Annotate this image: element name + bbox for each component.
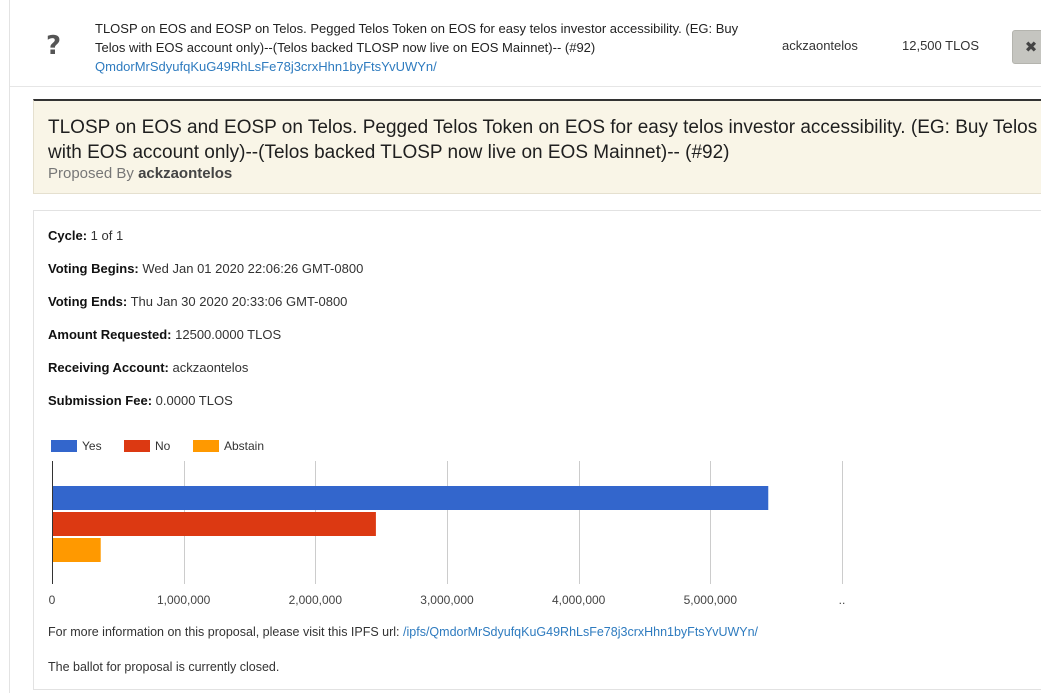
legend-no-label: No (155, 439, 171, 453)
receiving-account-field: Receiving Account: ackzaontelos (48, 360, 248, 375)
x-tick-label: 3,000,000 (420, 593, 474, 607)
voting-ends-field: Voting Ends: Thu Jan 30 2020 20:33:06 GM… (48, 294, 347, 309)
x-tick-label: .. (839, 593, 846, 607)
vote-chart: 0 1,000,000 2,000,000 3,000,000 4,000,000 5,0… (49, 461, 846, 607)
legend-no: No (124, 439, 170, 453)
cycle-label: Cycle: (48, 228, 88, 243)
proposer-name: ackzaontelos (138, 165, 233, 182)
cycle-value: 1 of 1 (90, 228, 124, 243)
proposal-list-row[interactable]: ? TLOSP on EOS and EOSP on Telos. Pegged… (10, 0, 1041, 87)
voting-begins-label: Voting Begins: (48, 261, 139, 276)
bar-yes (52, 486, 769, 510)
proposal-row-title: TLOSP on EOS and EOSP on Telos. Pegged T… (95, 19, 755, 76)
question-icon: ? (46, 31, 62, 61)
legend-yes-swatch (51, 440, 77, 452)
legend-yes-label: Yes (82, 439, 102, 453)
proposed-by-label: Proposed By (48, 165, 134, 182)
proposal-row-account: ackzaontelos (782, 38, 858, 53)
amount-requested-field: Amount Requested: 12500.0000 TLOS (48, 327, 281, 342)
close-icon: ✖ (1024, 39, 1038, 56)
submission-fee-field: Submission Fee: 0.0000 TLOS (48, 393, 233, 408)
x-tick-label: 4,000,000 (552, 593, 606, 607)
proposed-by: Proposed By ackzaontelos (48, 165, 232, 182)
proposal-header: TLOSP on EOS and EOSP on Telos. Pegged T… (33, 99, 1041, 194)
x-tick-label: 5,000,000 (684, 593, 738, 607)
legend-abstain-swatch (193, 440, 219, 452)
bar-abstain (52, 538, 101, 562)
legend-abstain: Abstain (193, 439, 264, 453)
page-title: TLOSP on EOS and EOSP on Telos. Pegged T… (48, 117, 1038, 163)
legend-abstain-label: Abstain (224, 439, 265, 453)
ballot-status: The ballot for proposal is currently clo… (48, 660, 280, 674)
bar-no (52, 512, 376, 536)
proposal-details: Cycle: 1 of 1 Voting Begins: Wed Jan 01 … (33, 210, 1041, 690)
x-tick-label: 0 (49, 593, 56, 607)
cycle-field: Cycle: 1 of 1 (48, 228, 123, 243)
proposal-row-amount: 12,500 TLOS (902, 38, 980, 53)
legend-no-swatch (124, 440, 150, 452)
voting-ends-value: Thu Jan 30 2020 20:33:06 GMT-0800 (130, 294, 348, 309)
voting-ends-label: Voting Ends: (48, 294, 128, 309)
legend-yes: Yes (51, 439, 102, 453)
receiving-account-label: Receiving Account: (48, 360, 169, 375)
ipfs-info: For more information on this proposal, p… (48, 625, 758, 639)
amount-requested-value: 12500.0000 TLOS (175, 327, 282, 342)
receiving-account-value: ackzaontelos (172, 360, 249, 375)
x-tick-label: 1,000,000 (157, 593, 211, 607)
submission-fee-label: Submission Fee: (48, 393, 153, 408)
voting-begins-field: Voting Begins: Wed Jan 01 2020 22:06:26 … (48, 261, 363, 276)
ipfs-text: For more information on this proposal, p… (48, 625, 400, 639)
ipfs-link[interactable]: /ipfs/QmdorMrSdyufqKuG49RhLsFe78j3crxHhn… (403, 625, 759, 639)
amount-requested-label: Amount Requested: (48, 327, 172, 342)
proposal-row-title-text: TLOSP on EOS and EOSP on Telos. Pegged T… (95, 21, 739, 55)
page-left-border (9, 0, 10, 693)
x-tick-label: 2,000,000 (289, 593, 343, 607)
proposal-row-hash-link[interactable]: QmdorMrSdyufqKuG49RhLsFe78j3crxHhn1byFts… (95, 59, 437, 74)
close-button[interactable]: ✖ (1012, 30, 1041, 64)
voting-begins-value: Wed Jan 01 2020 22:06:26 GMT-0800 (142, 261, 364, 276)
submission-fee-value: 0.0000 TLOS (155, 393, 233, 408)
